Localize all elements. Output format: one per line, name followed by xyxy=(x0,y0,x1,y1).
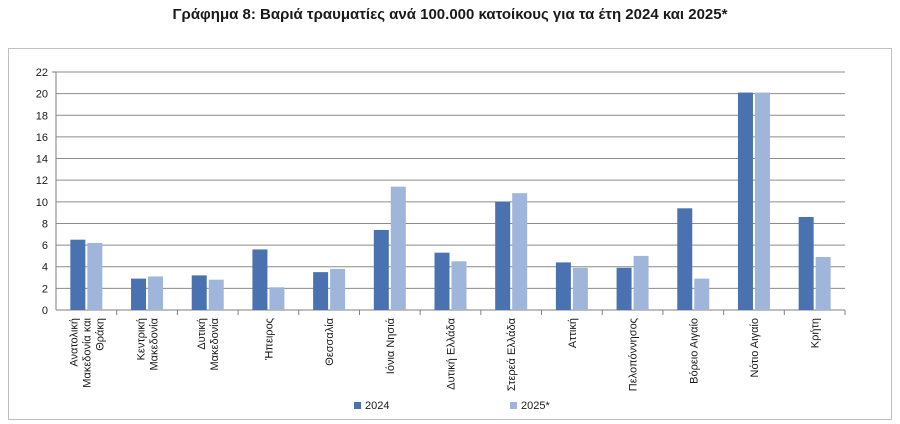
legend-label: 2024 xyxy=(365,400,389,412)
legend-swatch xyxy=(510,402,517,409)
category-label-line: Κρήτη xyxy=(810,318,822,348)
category-label: ΚεντρικήΜακεδονία xyxy=(136,317,161,370)
bar-2024-4 xyxy=(313,272,329,310)
bar-2025-1 xyxy=(148,276,164,310)
y-tick-label: 4 xyxy=(42,262,48,274)
y-tick-label: 6 xyxy=(42,240,48,252)
category-label: Στερεά Ελλάδα xyxy=(506,317,518,391)
y-tick-label: 16 xyxy=(36,132,48,144)
bar-2025-10 xyxy=(694,278,710,310)
bar-2025-5 xyxy=(390,186,406,310)
category-label-line: Βόρειο Αιγαίο xyxy=(688,318,700,384)
bar-2024-7 xyxy=(495,201,511,310)
category-label: Ιόνια Νησιά xyxy=(385,317,397,374)
bar-2025-0 xyxy=(87,242,103,310)
chart-frame xyxy=(8,48,892,420)
category-label-line: Ήπειρος xyxy=(263,318,275,361)
category-label-line: Μακεδονία και xyxy=(81,317,93,387)
category-label-line: Κεντρική xyxy=(136,318,148,360)
chart-title: Γράφημα 8: Βαριά τραυματίες ανά 100.000 … xyxy=(172,6,728,23)
y-tick-label: 20 xyxy=(36,89,48,101)
y-tick-label: 8 xyxy=(42,218,48,230)
bar-2025-8 xyxy=(572,267,588,310)
bar-2024-10 xyxy=(677,208,693,310)
category-label-line: Μακεδονία xyxy=(149,317,161,370)
category-label: Θεσσαλία xyxy=(324,317,336,365)
bar-2025-3 xyxy=(269,287,285,310)
bar-2024-12 xyxy=(798,216,814,310)
y-tick-label: 2 xyxy=(42,283,48,295)
category-label: ΔυτικήΜακεδονία xyxy=(196,317,221,370)
category-label-line: Νότιο Αιγαίο xyxy=(749,318,761,377)
y-tick-label: 10 xyxy=(36,197,48,209)
bar-2024-11 xyxy=(737,92,753,311)
bar-2024-1 xyxy=(131,278,147,310)
legend-label: 2025* xyxy=(521,400,550,412)
category-label: Δυτική Ελλάδα xyxy=(446,317,458,389)
category-label-line: Θεσσαλία xyxy=(324,317,336,365)
y-tick-label: 18 xyxy=(36,110,48,122)
category-label: Πελοπόννησος xyxy=(628,318,640,391)
bar-2025-6 xyxy=(451,261,467,310)
bar-2025-7 xyxy=(512,193,528,310)
category-label-line: Θράκη xyxy=(94,318,106,351)
category-label-line: Ανατολική xyxy=(68,318,80,367)
category-label-line: Πελοπόννησος xyxy=(628,318,640,391)
y-tick-label: 22 xyxy=(36,67,48,79)
bar-2025-11 xyxy=(754,92,770,311)
legend-swatch xyxy=(354,402,361,409)
category-label-line: Μακεδονία xyxy=(209,317,221,370)
y-tick-label: 0 xyxy=(42,305,48,317)
category-label: Κρήτη xyxy=(810,318,822,348)
bar-2025-9 xyxy=(633,255,649,310)
category-label: Βόρειο Αιγαίο xyxy=(688,318,700,384)
bar-2024-6 xyxy=(434,252,450,310)
y-tick-label: 14 xyxy=(36,154,48,166)
y-tick-label: 12 xyxy=(36,175,48,187)
bar-2024-8 xyxy=(555,262,571,310)
category-label-line: Στερεά Ελλάδα xyxy=(506,317,518,391)
category-label: ΑνατολικήΜακεδονία καιΘράκη xyxy=(68,317,106,387)
bar-2024-5 xyxy=(373,229,389,310)
bar-2024-2 xyxy=(191,275,207,310)
category-label: Ήπειρος xyxy=(263,318,275,361)
category-label-line: Δυτική xyxy=(196,318,208,350)
bar-2024-0 xyxy=(70,239,86,310)
bar-2025-4 xyxy=(330,268,346,310)
category-label-line: Ιόνια Νησιά xyxy=(385,317,397,374)
bar-2025-12 xyxy=(815,256,831,310)
category-label: Νότιο Αιγαίο xyxy=(749,318,761,377)
category-label-line: Αττική xyxy=(567,318,579,348)
category-label: Αττική xyxy=(567,318,579,348)
category-label-line: Δυτική Ελλάδα xyxy=(446,317,458,389)
bar-2024-3 xyxy=(252,249,268,310)
bar-2024-9 xyxy=(616,267,632,310)
bar-2025-2 xyxy=(208,279,224,310)
